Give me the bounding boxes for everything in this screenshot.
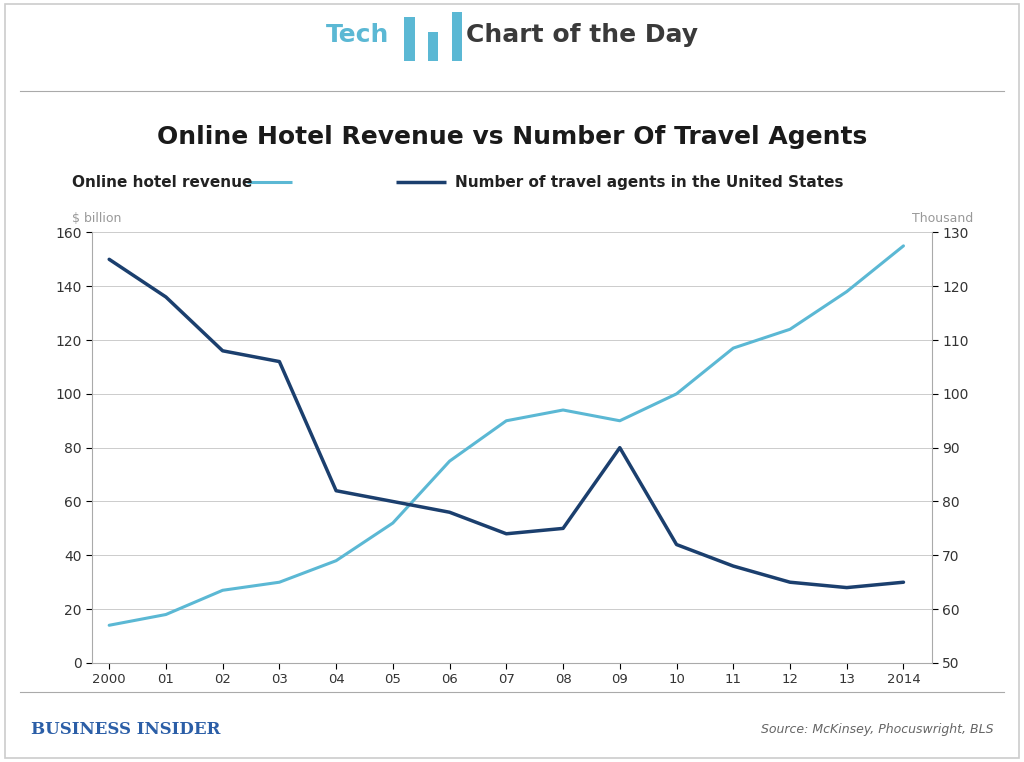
- Text: Tech: Tech: [326, 23, 389, 46]
- Text: Online Hotel Revenue vs Number Of Travel Agents: Online Hotel Revenue vs Number Of Travel…: [157, 125, 867, 149]
- Text: Chart of the Day: Chart of the Day: [466, 23, 698, 46]
- Text: Source: McKinsey, Phocuswright, BLS: Source: McKinsey, Phocuswright, BLS: [761, 723, 993, 737]
- Text: BUSINESS INSIDER: BUSINESS INSIDER: [31, 722, 220, 738]
- Text: Thousand: Thousand: [911, 213, 973, 226]
- Bar: [452, 12, 462, 62]
- Text: Online hotel revenue: Online hotel revenue: [72, 175, 252, 190]
- Text: Number of travel agents in the United States: Number of travel agents in the United St…: [455, 175, 843, 190]
- Bar: [404, 17, 415, 62]
- Text: $ billion: $ billion: [72, 213, 121, 226]
- Bar: [428, 32, 438, 62]
